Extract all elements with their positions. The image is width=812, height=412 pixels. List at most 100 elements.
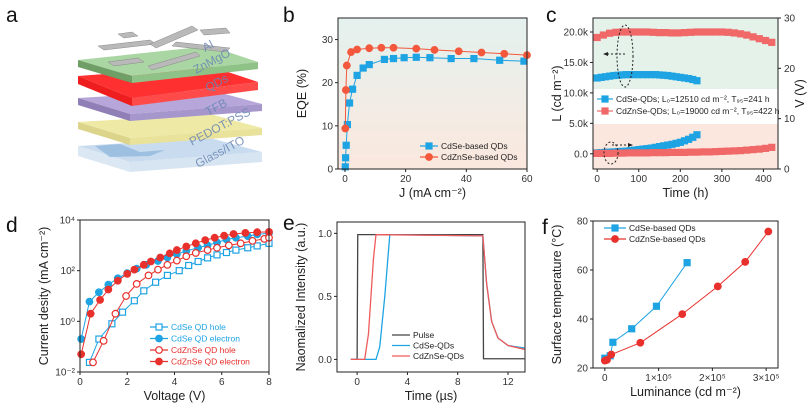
- legend-entry: CdZnSe-QDs: [392, 351, 464, 361]
- x-tick-label: 200: [672, 174, 689, 185]
- legend-label: CdZnSe-QDs; L₀=19000 cd m⁻², T₉₅=422 h: [616, 106, 780, 116]
- data-point: [77, 350, 86, 359]
- data-point: [412, 44, 421, 53]
- data-point: [85, 297, 94, 306]
- data-point: [761, 36, 770, 45]
- data-point: [730, 147, 738, 155]
- data-point: [163, 271, 172, 280]
- x-tick-label: 3×10⁵: [753, 373, 780, 384]
- data-point: [175, 267, 183, 275]
- data-point: [736, 30, 745, 38]
- data-point: [693, 148, 701, 156]
- data-point: [122, 292, 130, 300]
- data-point: [680, 29, 689, 37]
- data-point: [761, 144, 770, 152]
- data-point: [637, 28, 645, 36]
- legend-marker: [611, 235, 619, 243]
- data-point: [693, 28, 701, 36]
- series-e-2: [350, 233, 525, 361]
- legend-entry: CdZnSe QD electron: [150, 357, 250, 367]
- x-axis-label: Time (h): [662, 186, 708, 200]
- legend-label: CdSe QD hole: [171, 322, 226, 332]
- background-band-bottom: [593, 124, 778, 169]
- y-tick-label: 20.0k: [564, 28, 589, 39]
- y-tick-label: 10⁰: [60, 317, 75, 328]
- x-tick-label: 0: [594, 174, 600, 185]
- data-point: [341, 86, 350, 94]
- chart-b: 0 20 40 60 0 10 20 30 J (mA cm⁻²) EQE (%) CdSe-bas…: [295, 17, 533, 200]
- data-point: [118, 308, 127, 316]
- legend-entry: CdZnSe-based QDs: [604, 234, 706, 244]
- x-tick-label: 0: [354, 377, 360, 388]
- data-point: [104, 285, 113, 294]
- y-tick-label: 40: [577, 315, 589, 326]
- data-point: [730, 29, 738, 37]
- data-point: [755, 145, 763, 153]
- y-tick-label: 10²: [61, 266, 76, 277]
- x-tick-label: 0: [602, 373, 608, 384]
- data-point: [412, 53, 420, 61]
- y-tick-label: 1.0: [318, 229, 332, 240]
- data-point: [194, 257, 202, 266]
- data-point: [599, 31, 607, 39]
- legend-marker: [155, 334, 163, 343]
- panel-label-f: f: [542, 216, 548, 239]
- data-point: [607, 350, 616, 359]
- data-point: [743, 31, 751, 39]
- x-tick-label: 1×10⁵: [645, 373, 672, 384]
- y2-axis-label: V (V): [793, 79, 807, 107]
- data-point: [662, 29, 670, 37]
- data-point: [400, 54, 408, 62]
- data-point: [668, 29, 676, 37]
- series-f-1: [600, 227, 773, 365]
- series-d-3: [77, 227, 273, 359]
- data-point: [652, 302, 661, 310]
- y2-tick-label: 10: [784, 114, 796, 125]
- data-point: [743, 146, 751, 154]
- data-point: [348, 85, 357, 93]
- y-axis-label: EQE (%): [295, 69, 309, 118]
- dashed-ellipse-left: [616, 24, 634, 88]
- data-point: [618, 28, 626, 36]
- data-point: [637, 149, 645, 157]
- x-tick-label: 60: [521, 174, 533, 185]
- y-tick-label: 10.0k: [564, 88, 589, 99]
- legend-entry: CdSe QD hole: [150, 322, 226, 332]
- legend-entry: CdSe-QDs; L₀=12510 cd m⁻², T₉₅=241 h: [597, 94, 770, 104]
- legend-marker: [155, 357, 163, 366]
- data-point: [139, 260, 148, 269]
- y-axis-label: L (cd m⁻²): [550, 65, 564, 121]
- y2-tick-label: 20: [784, 64, 796, 75]
- data-point: [683, 259, 691, 267]
- y-tick-label: 60: [577, 266, 589, 277]
- data-point: [191, 239, 200, 248]
- legend-entry: Pulse: [392, 330, 435, 340]
- legend-label: CdZnSe QD hole: [171, 345, 236, 355]
- data-point: [99, 336, 108, 345]
- data-point: [630, 149, 639, 157]
- data-point: [111, 309, 120, 318]
- x-tick-label: 0: [77, 377, 83, 388]
- data-point: [649, 149, 657, 157]
- data-point: [724, 28, 732, 36]
- series-d-0: [85, 239, 273, 366]
- data-point: [152, 278, 160, 286]
- y-tick-label: 10⁴: [60, 216, 75, 227]
- data-point: [606, 149, 614, 157]
- y-tick-label: 0: [327, 165, 333, 176]
- data-point: [130, 265, 139, 274]
- panel-label-a: a: [6, 4, 18, 27]
- x-axis-label: J (mA cm⁻²): [399, 186, 466, 200]
- device-schematic: Al ZnMgO QDs TFB PEDOT:PSS Glass/ITO: [78, 25, 262, 172]
- data-point: [718, 28, 726, 36]
- legend-entry: CdZnSe-QDs; L₀=19000 cd m⁻², T₉₅=422 h: [597, 106, 780, 116]
- data-point: [241, 228, 250, 237]
- data-point: [655, 29, 664, 37]
- arrowhead-icon: [628, 143, 633, 147]
- panel-label-c: c: [546, 4, 557, 27]
- data-point: [213, 243, 221, 252]
- data-point: [253, 242, 261, 250]
- y-tick-label: 0.5: [318, 292, 332, 303]
- data-point: [593, 149, 601, 157]
